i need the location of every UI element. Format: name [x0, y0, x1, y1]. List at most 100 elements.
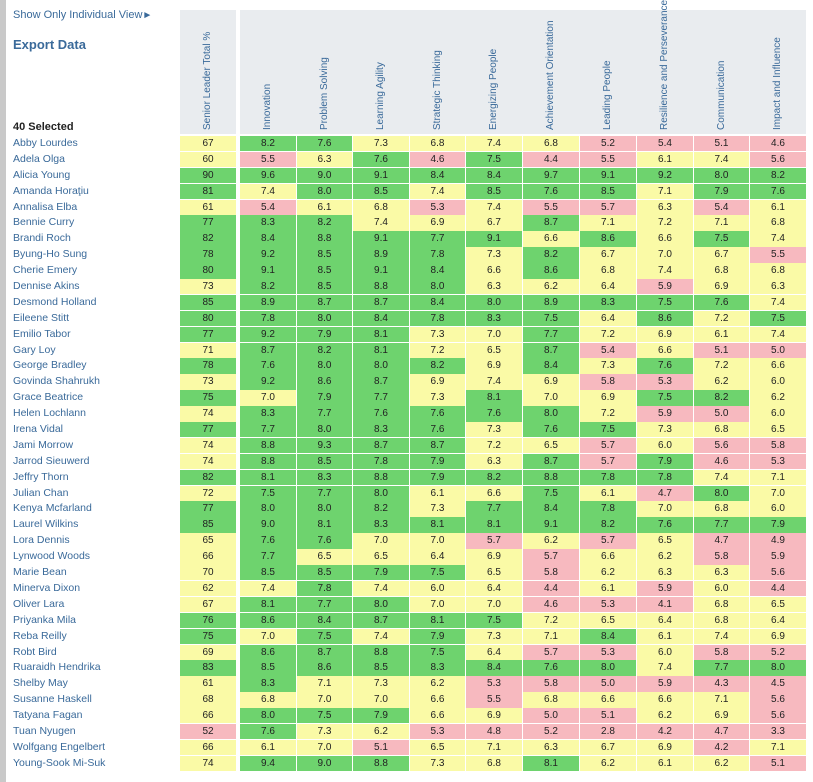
person-name-link[interactable]: Byung-Ho Sung	[13, 248, 88, 261]
person-name-link[interactable]: Grace Beatrice	[13, 391, 84, 404]
total-score-cell: 78	[180, 247, 236, 263]
score-cell-innovation: 8.8	[240, 453, 296, 470]
person-name-link[interactable]: Emilio Tabor	[13, 327, 71, 340]
score-cell-strategic-thinking: 7.6	[410, 422, 465, 438]
score-cell-achievement-orientation: 8.4	[523, 501, 579, 517]
person-name-link[interactable]: Susanne Haskell	[13, 693, 92, 706]
table-row: 73 8.2 8.5 8.8 8.0 6.3 6.2 6.4 5.9 6.9 6.3	[180, 279, 806, 295]
score-cell-innovation: 7.0	[240, 628, 296, 644]
score-cell-energizing-people: 6.5	[466, 342, 522, 358]
show-individual-view-link[interactable]: Show Only Individual View►	[13, 9, 152, 21]
column-header-achievement-orientation[interactable]: Achievement Orientation	[523, 10, 579, 134]
play-triangle-icon: ►	[142, 10, 153, 21]
person-name-link[interactable]: Cherie Emery	[13, 264, 78, 277]
score-cell-energizing-people: 8.4	[466, 167, 522, 184]
score-cell-communication: 6.3	[694, 565, 749, 581]
score-cell-achievement-orientation: 7.6	[523, 183, 579, 200]
person-name-link[interactable]: Wolfgang Engelbert	[13, 740, 106, 753]
score-cell-impact-and-influence: 6.1	[750, 199, 806, 215]
person-name-link[interactable]: Jeffry Thorn	[13, 470, 69, 483]
person-name-link[interactable]: Desmond Holland	[13, 295, 97, 308]
table-row: 69 8.6 8.7 8.8 7.5 6.4 5.7 5.3 6.0 5.8 5.2	[180, 644, 806, 661]
total-score-cell: 75	[180, 628, 236, 644]
score-cell-strategic-thinking: 6.9	[410, 374, 465, 390]
score-cell-learning-agility: 8.8	[353, 469, 409, 486]
person-name-link[interactable]: Shelby May	[13, 677, 68, 690]
person-name-link[interactable]: Brandi Roch	[13, 232, 71, 245]
person-name-link[interactable]: Marie Bean	[13, 566, 67, 579]
column-header-strategic-thinking[interactable]: Strategic Thinking	[410, 10, 465, 134]
column-header-innovation[interactable]: Innovation	[240, 10, 296, 134]
score-cell-impact-and-influence: 6.4	[750, 612, 806, 629]
person-name-link[interactable]: Lora Dennis	[13, 534, 70, 547]
total-score-cell: 74	[180, 406, 236, 422]
score-cell-leading-people: 7.3	[580, 358, 636, 374]
person-name-link[interactable]: Alicia Young	[13, 168, 71, 181]
table-row: 70 8.5 8.5 7.9 7.5 6.5 5.8 6.2 6.3 6.3 5.6	[180, 565, 806, 581]
person-name-link[interactable]: Tuan Nyugen	[13, 724, 76, 737]
column-header-communication[interactable]: Communication	[694, 10, 749, 134]
person-name-link[interactable]: Dennise Akins	[13, 280, 80, 293]
column-header-impact-and-influence[interactable]: Impact and Influence	[750, 10, 806, 134]
score-cell-impact-and-influence: 7.6	[750, 183, 806, 200]
score-cell-strategic-thinking: 7.5	[410, 565, 465, 581]
column-header-energizing-people[interactable]: Energizing People	[466, 10, 522, 134]
score-cell-problem-solving: 7.5	[297, 628, 352, 644]
score-cell-learning-agility: 6.2	[353, 723, 409, 740]
score-cell-energizing-people: 8.1	[466, 517, 522, 533]
person-name-link[interactable]: Lynwood Woods	[13, 550, 91, 563]
score-cell-achievement-orientation: 7.2	[523, 612, 579, 629]
person-name-link[interactable]: Govinda Shahrukh	[13, 375, 100, 388]
score-cell-leading-people: 7.1	[580, 215, 636, 231]
person-name-link[interactable]: Jarrod Sieuwerd	[13, 454, 90, 467]
column-header-leading-people[interactable]: Leading People	[580, 10, 636, 134]
person-name-link[interactable]: Julian Chan	[13, 486, 69, 499]
person-name-link[interactable]: Jami Morrow	[13, 438, 74, 451]
person-name-link[interactable]: Priyanka Mila	[13, 613, 77, 626]
score-cell-communication: 7.7	[694, 660, 749, 676]
person-name-link[interactable]: Reba Reilly	[13, 629, 67, 642]
score-cell-communication: 7.6	[694, 294, 749, 311]
score-cell-problem-solving: 8.3	[297, 469, 352, 486]
score-cell-resilience-and-perseverance: 7.8	[637, 469, 693, 486]
score-cell-strategic-thinking: 6.8	[410, 136, 465, 152]
person-name-link[interactable]: Annalisa Elba	[13, 200, 78, 213]
person-name-link[interactable]: Robt Bird	[13, 645, 57, 658]
person-name-link[interactable]: Helen Lochlann	[13, 407, 86, 420]
table-row: 61 5.4 6.1 6.8 5.3 7.4 5.5 5.7 6.3 5.4 6.1	[180, 199, 806, 216]
person-name-link[interactable]: Gary Loy	[13, 343, 56, 356]
person-name-link[interactable]: Amanda Horaţiu	[13, 184, 89, 197]
score-cell-achievement-orientation: 7.5	[523, 485, 579, 501]
person-name-link[interactable]: Abby Lourdes	[13, 137, 78, 149]
person-name-link[interactable]: Bennie Curry	[13, 216, 75, 229]
column-header-bar	[180, 10, 806, 134]
column-header-senior-leader-total[interactable]: Senior Leader Total %	[180, 10, 236, 134]
person-name-link[interactable]: Tatyana Fagan	[13, 709, 83, 722]
person-name-link[interactable]: Oliver Lara	[13, 597, 65, 610]
person-name-link[interactable]: Irena Vidal	[13, 423, 64, 436]
column-header-problem-solving[interactable]: Problem Solving	[297, 10, 352, 134]
score-cell-impact-and-influence: 5.9	[750, 549, 806, 565]
person-name-link[interactable]: Kenya Mcfarland	[13, 502, 92, 515]
score-cell-strategic-thinking: 7.3	[410, 755, 465, 772]
person-name-link[interactable]: Laurel Wilkins	[13, 518, 79, 531]
person-name-link[interactable]: Young-Sook Mi-Suk	[13, 756, 106, 769]
column-header-learning-agility[interactable]: Learning Agility	[353, 10, 409, 134]
score-cell-innovation: 8.5	[240, 565, 296, 581]
table-row: 61 8.3 7.1 7.3 6.2 5.3 5.8 5.0 5.9 4.3 4.5	[180, 676, 806, 692]
person-name-link[interactable]: Adela Olga	[13, 152, 65, 165]
score-cell-communication: 4.3	[694, 676, 749, 692]
column-header-resilience-and-perseverance[interactable]: Resilience and Perseverance	[637, 0, 693, 134]
score-cell-impact-and-influence: 6.5	[750, 596, 806, 613]
total-score-cell: 60	[180, 151, 236, 168]
score-cell-communication: 5.8	[694, 644, 749, 660]
person-name-link[interactable]: Eileene Stitt	[13, 311, 70, 324]
person-name-link[interactable]: George Bradley	[13, 359, 87, 372]
score-cell-energizing-people: 7.3	[466, 247, 522, 263]
score-cell-innovation: 7.0	[240, 390, 296, 406]
score-cell-communication: 5.0	[694, 406, 749, 422]
person-name-link[interactable]: Ruaraidh Hendrika	[13, 661, 101, 674]
total-score-cell: 75	[180, 390, 236, 406]
export-data-link[interactable]: Export Data	[13, 37, 86, 52]
person-name-link[interactable]: Minerva Dixon	[13, 581, 81, 594]
